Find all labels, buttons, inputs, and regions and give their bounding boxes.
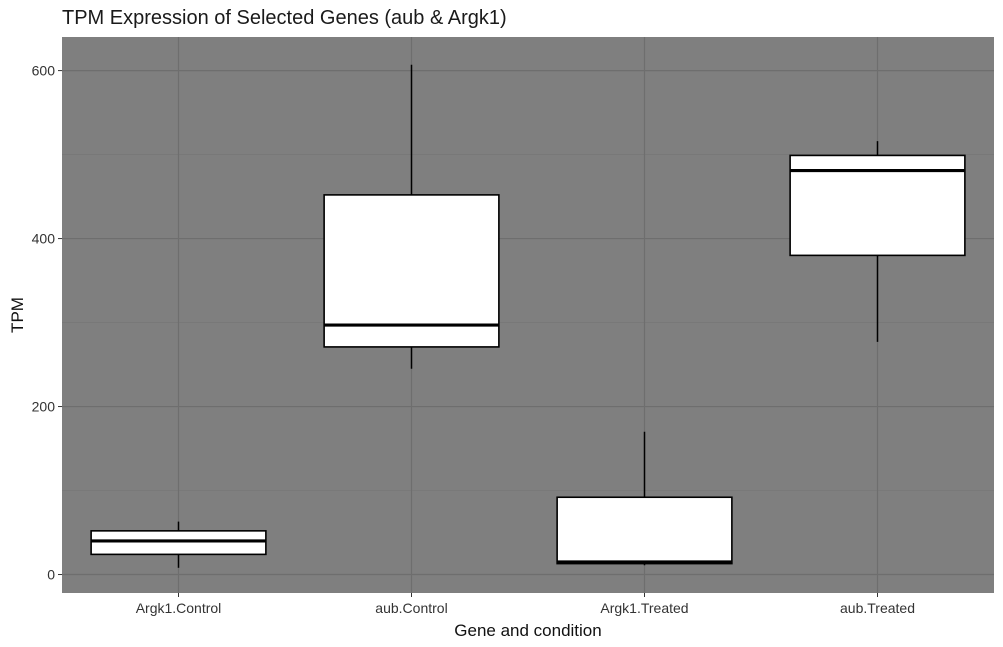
box-iqr [323,194,500,348]
y-tick-label: 0 [47,567,55,583]
box-iqr [556,496,733,565]
box-aub.Control [323,64,500,369]
x-axis-ticks: Argk1.Control aub.Control Argk1.Treated aub… [136,593,915,616]
y-axis-title: TPM [8,297,27,333]
y-axis-ticks: 0 200 400 600 [32,63,62,583]
x-tick-label: Argk1.Treated [600,600,688,616]
x-axis-title: Gene and condition [454,621,601,640]
chart-title: TPM Expression of Selected Genes (aub & … [62,7,507,29]
box-iqr [90,530,267,556]
box-Argk1.Control [90,521,267,568]
plot-panel [62,37,994,593]
box-layer [90,64,966,568]
y-tick-label: 400 [32,231,56,247]
y-tick-label: 200 [32,399,56,415]
x-tick-label: Argk1.Control [136,600,222,616]
box-aub.Treated [789,141,966,342]
box-Argk1.Treated [556,431,733,566]
x-tick-label: aub.Control [375,600,447,616]
x-tick-label: aub.Treated [840,600,915,616]
y-tick-label: 600 [32,63,56,79]
